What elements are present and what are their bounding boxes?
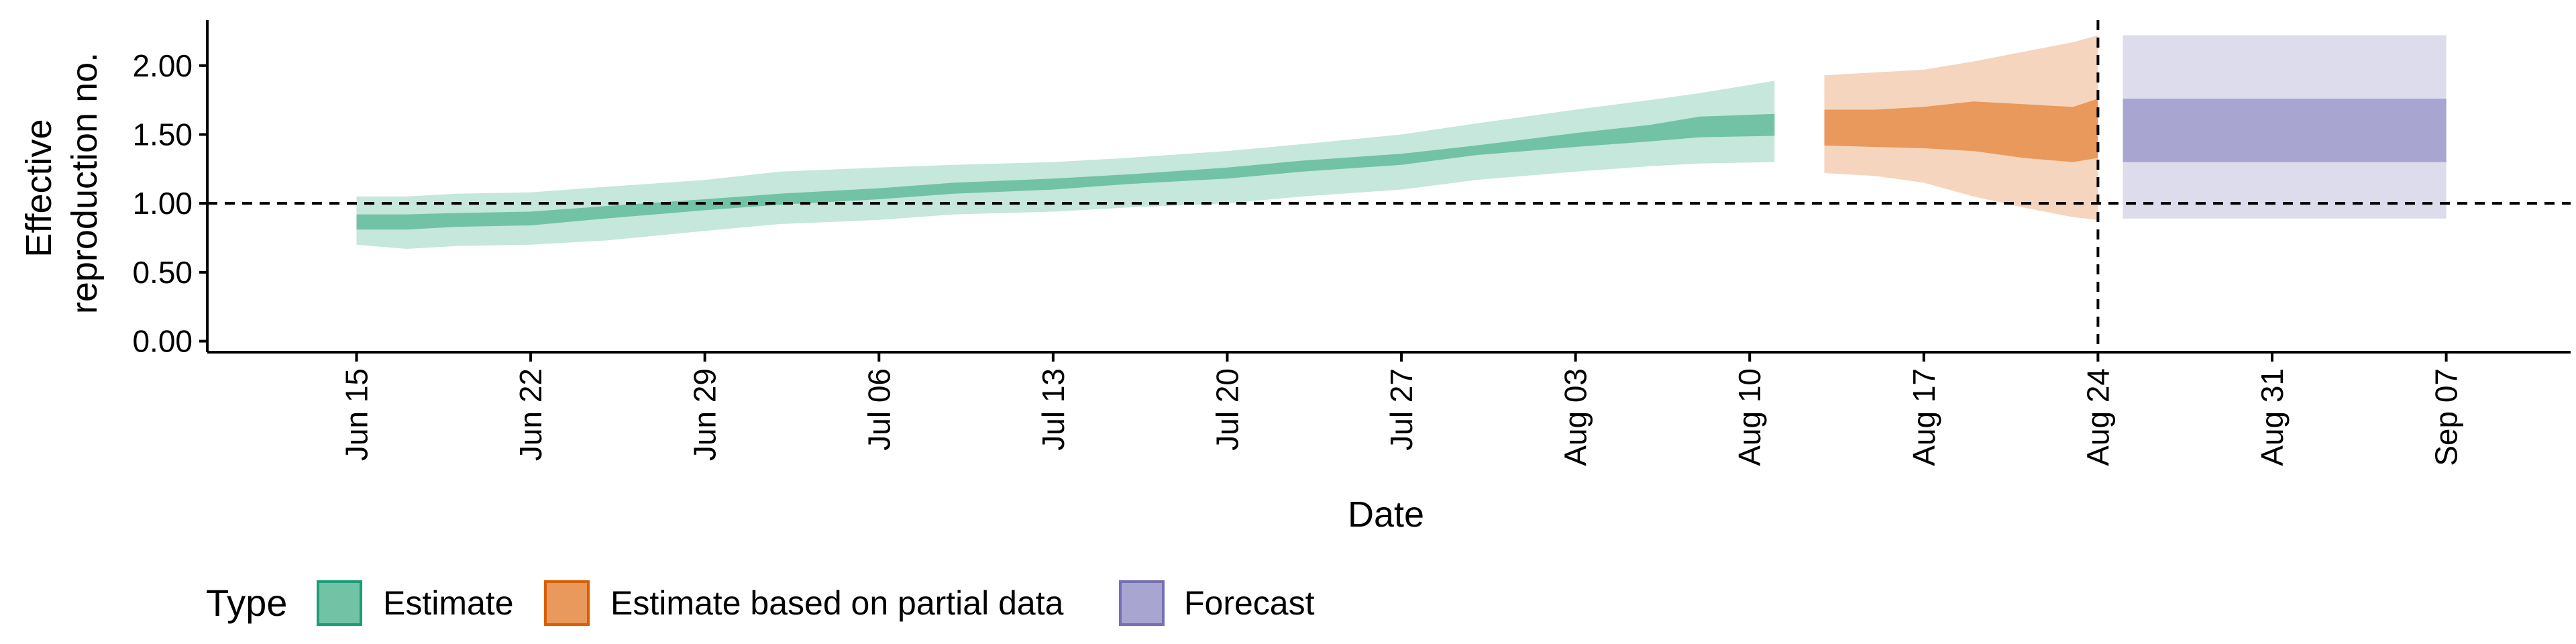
x-axis-title: Date bbox=[1348, 494, 1424, 535]
legend: Type Estimate Estimate based on partial … bbox=[206, 580, 1315, 626]
legend-label-forecast: Forecast bbox=[1184, 584, 1315, 622]
y-tick-label: 0.50 bbox=[132, 255, 193, 290]
y-tick-label: 0.00 bbox=[132, 324, 193, 359]
y-tick-label: 1.50 bbox=[132, 117, 193, 152]
x-tick-label: Jul 27 bbox=[1384, 368, 1419, 451]
legend-swatch-partial bbox=[544, 580, 590, 626]
y-axis-title-line-2: reproduction no. bbox=[64, 52, 105, 314]
x-tick-label: Sep 07 bbox=[2429, 368, 2464, 466]
x-tick-label: Jul 06 bbox=[861, 368, 896, 451]
x-tick-label: Jun 29 bbox=[688, 368, 722, 461]
x-tick-label: Jun 15 bbox=[339, 368, 374, 461]
legend-swatch-forecast bbox=[1119, 580, 1165, 626]
legend-swatch-estimate bbox=[317, 580, 362, 626]
estimate-inner-band bbox=[356, 113, 1775, 230]
x-tick-label: Aug 31 bbox=[2255, 368, 2290, 466]
chart-bands bbox=[356, 35, 2447, 250]
legend-label-estimate: Estimate bbox=[383, 584, 514, 622]
x-tick-label: Aug 24 bbox=[2080, 368, 2115, 466]
legend-title: Type bbox=[206, 582, 287, 624]
reference-lines bbox=[207, 20, 2571, 352]
y-ticks: 0.00 0.50 1.00 1.50 2.00 bbox=[132, 48, 207, 359]
x-tick-label: Jun 22 bbox=[513, 368, 548, 461]
x-ticks: Jun 15 Jun 22 Jun 29 Jul 06 Jul 13 Jul 20 Jul … bbox=[339, 352, 2464, 466]
chart-axes bbox=[206, 20, 2571, 354]
x-tick-label: Aug 17 bbox=[1907, 368, 1941, 466]
y-tick-label: 2.00 bbox=[132, 48, 193, 83]
x-tick-label: Aug 10 bbox=[1732, 368, 1767, 466]
legend-label-partial: Estimate based on partial data bbox=[610, 584, 1064, 622]
y-axis-title: Effective reproduction no. bbox=[19, 52, 105, 314]
partial-inner-band bbox=[1824, 99, 2098, 162]
forecast-inner-band bbox=[2123, 99, 2447, 162]
x-tick-label: Jul 20 bbox=[1210, 368, 1245, 451]
y-tick-label: 1.00 bbox=[132, 186, 193, 221]
x-tick-label: Aug 03 bbox=[1558, 368, 1593, 466]
estimate-outer-band bbox=[356, 80, 1775, 250]
x-tick-label: Jul 13 bbox=[1036, 368, 1071, 451]
y-axis-title-line-1: Effective bbox=[19, 119, 59, 257]
